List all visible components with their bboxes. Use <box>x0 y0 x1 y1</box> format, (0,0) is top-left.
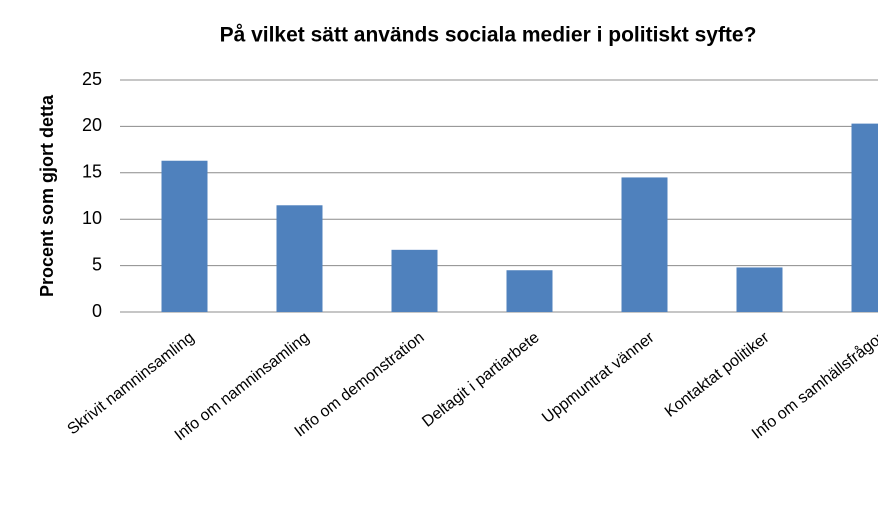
bar <box>391 249 438 312</box>
y-tick-label: 5 <box>92 254 102 274</box>
y-tick-label: 10 <box>82 208 102 228</box>
y-tick-label: 20 <box>82 115 102 135</box>
bar <box>506 270 553 312</box>
bar <box>161 160 208 312</box>
chart-title: På vilket sätt används sociala medier i … <box>220 24 757 47</box>
bar <box>851 123 878 312</box>
x-tick-label: Info om demonstration <box>292 329 428 440</box>
x-tick-label: Uppmuntrat vänner <box>539 329 658 427</box>
y-tick-label: 15 <box>82 162 102 182</box>
x-tick-label: Deltagit i partiarbete <box>419 329 542 431</box>
bar <box>276 205 323 312</box>
x-tick-label: Kontaktat politiker <box>662 329 773 421</box>
y-axis-label: Procent som gjort detta <box>37 94 57 297</box>
bar <box>736 267 783 312</box>
x-tick-label: Skrivit namninsamling <box>64 329 197 438</box>
y-tick-label: 0 <box>92 301 102 321</box>
y-tick-label: 25 <box>82 69 102 89</box>
bar <box>621 177 668 312</box>
